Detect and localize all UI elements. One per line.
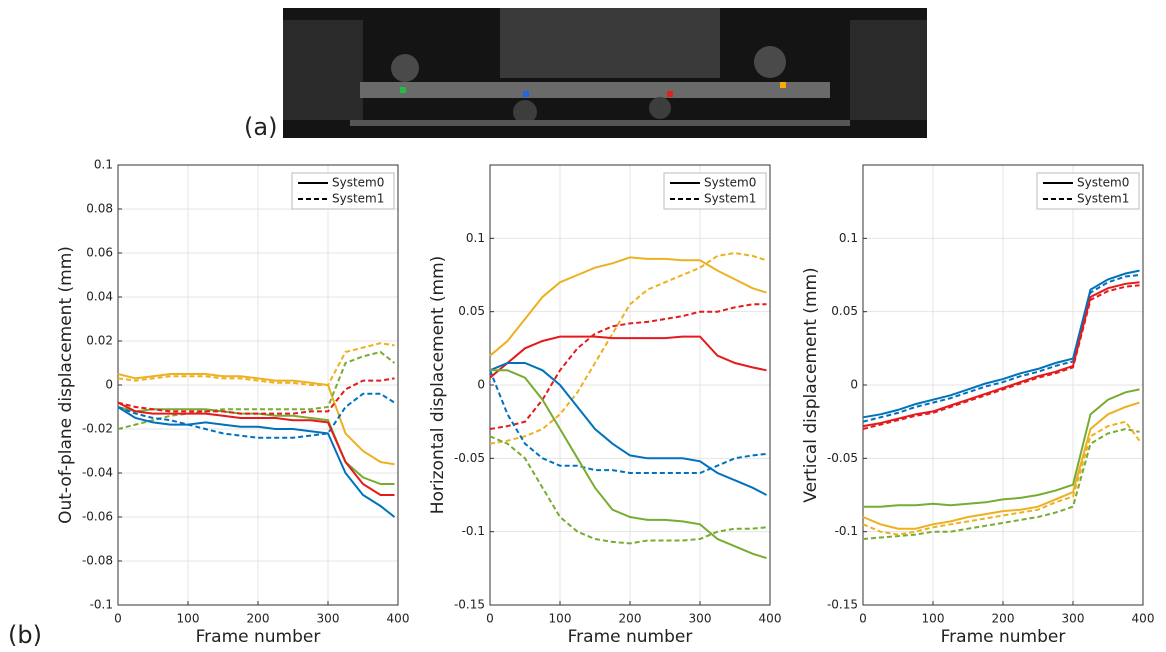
data-line	[862, 274, 1140, 423]
x-tick-label: 100	[549, 612, 572, 626]
data-line	[862, 281, 1140, 428]
y-tick-label: 0.06	[86, 246, 113, 260]
legend-label: System0	[704, 176, 756, 190]
y-tick-label: 0.05	[458, 304, 485, 318]
y-tick-label: 0.1	[839, 231, 858, 245]
data-line	[117, 392, 396, 439]
x-axis-label: Frame number	[196, 627, 321, 647]
y-tick-label: -0.1	[462, 524, 485, 538]
x-tick-label: 400	[759, 612, 782, 626]
panel-label: (a)	[244, 113, 277, 141]
data-line	[489, 335, 767, 379]
legend-label: System0	[332, 176, 384, 190]
data-line	[117, 373, 395, 466]
y-tick-label: 0.08	[86, 202, 113, 216]
y-tick-label: -0.05	[827, 451, 858, 465]
data-line	[489, 303, 767, 430]
x-tick-label: 400	[387, 612, 410, 626]
y-tick-label: 0.05	[831, 304, 858, 318]
y-tick-label: 0.1	[94, 158, 113, 172]
data-line	[489, 362, 767, 496]
y-tick-label: -0.06	[82, 510, 113, 524]
x-tick-label: 200	[992, 612, 1015, 626]
data-line	[862, 269, 1140, 419]
y-tick-label: -0.1	[90, 598, 113, 612]
x-tick-label: 200	[619, 612, 642, 626]
legend-label: System1	[332, 192, 384, 206]
data-line	[117, 342, 395, 386]
x-tick-label: 0	[486, 612, 494, 626]
plot-frame	[117, 164, 399, 606]
x-tick-label: 400	[1132, 612, 1155, 626]
x-tick-label: 300	[1062, 612, 1085, 626]
data-line	[862, 420, 1141, 536]
y-tick-label: 0	[850, 378, 858, 392]
x-tick-label: 300	[689, 612, 712, 626]
x-tick-label: 0	[114, 612, 122, 626]
legend-box	[291, 172, 395, 210]
y-tick-label: -0.05	[454, 451, 485, 465]
data-line	[117, 377, 395, 415]
legend-label: System0	[1077, 176, 1129, 190]
data-line	[117, 406, 396, 518]
y-tick-label: 0	[105, 378, 113, 392]
data-line	[862, 284, 1140, 430]
data-line	[489, 251, 767, 445]
x-tick-label: 100	[922, 612, 945, 626]
y-tick-label: 0.1	[466, 231, 485, 245]
y-tick-label: -0.15	[827, 598, 858, 612]
data-line	[117, 401, 395, 496]
x-tick-label: 300	[317, 612, 340, 626]
x-axis-label: Frame number	[568, 627, 693, 647]
legend-box	[1036, 172, 1140, 210]
legend-box	[663, 172, 767, 210]
data-line	[117, 350, 396, 430]
y-axis-label: Vertical displacement (mm)	[801, 267, 821, 502]
x-tick-label: 0	[859, 612, 867, 626]
data-line	[489, 256, 767, 357]
legend-label: System1	[704, 192, 756, 206]
y-tick-label: -0.02	[82, 422, 113, 436]
y-axis-label: Out-of-plane displacement (mm)	[56, 246, 76, 524]
data-line	[863, 388, 1140, 508]
y-tick-label: -0.08	[82, 554, 113, 568]
x-tick-label: 100	[177, 612, 200, 626]
y-tick-label: 0.02	[86, 334, 113, 348]
x-axis-label: Frame number	[941, 627, 1066, 647]
x-tick-label: 200	[247, 612, 270, 626]
data-line	[862, 427, 1140, 540]
data-line	[489, 435, 767, 545]
legend-label: System1	[1077, 192, 1129, 206]
data-line	[490, 369, 767, 560]
plot-frame	[862, 164, 1144, 606]
photo	[283, 8, 927, 138]
data-line	[862, 401, 1140, 530]
plot-frame	[489, 164, 771, 606]
y-tick-label: -0.15	[454, 598, 485, 612]
y-axis-label: Horizontal displacement (mm)	[428, 256, 448, 515]
y-tick-label: 0.04	[86, 290, 113, 304]
panel-label: (b)	[8, 621, 42, 649]
data-line	[489, 369, 767, 474]
y-tick-label: -0.04	[82, 466, 113, 480]
y-tick-label: 0	[477, 378, 485, 392]
y-tick-label: -0.1	[835, 524, 858, 538]
